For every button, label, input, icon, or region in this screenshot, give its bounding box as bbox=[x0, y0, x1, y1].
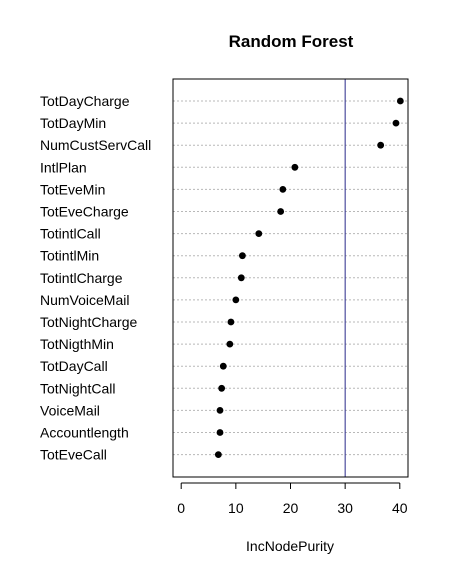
point-numvoicemail bbox=[232, 296, 240, 304]
x-tick-label-0: 0 bbox=[177, 500, 185, 516]
category-label-accountlength: Accountlength bbox=[40, 425, 129, 441]
points-layer bbox=[214, 97, 404, 458]
category-label-intlplan: IntlPlan bbox=[40, 159, 87, 175]
chart-title: Random Forest bbox=[229, 32, 354, 51]
point-intlplan bbox=[291, 163, 299, 171]
category-label-numcustservcall: NumCustServCall bbox=[40, 137, 151, 153]
x-tick-label-40: 40 bbox=[392, 500, 408, 516]
point-totnightcharge bbox=[227, 318, 235, 326]
point-voicemail bbox=[216, 407, 224, 414]
category-label-totnigthmin: TotNigthMin bbox=[40, 336, 114, 352]
category-label-totnightcall: TotNightCall bbox=[40, 380, 115, 396]
point-accountlength bbox=[216, 429, 224, 436]
category-label-numvoicemail: NumVoiceMail bbox=[40, 292, 129, 308]
category-label-totintlcall: TotintlCall bbox=[40, 226, 101, 242]
point-totintlmin bbox=[239, 252, 246, 260]
x-axis-title: IncNodePurity bbox=[246, 538, 334, 554]
plot-frame bbox=[172, 78, 409, 478]
x-tick-label-10: 10 bbox=[228, 500, 244, 516]
category-label-totintlmin: TotintlMin bbox=[40, 248, 99, 264]
category-label-totevemin: TotEveMin bbox=[40, 181, 105, 197]
category-label-totevecall: TotEveCall bbox=[40, 447, 107, 463]
x-axis: 0 10 20 30 40 bbox=[177, 482, 408, 516]
x-tick-label-20: 20 bbox=[283, 500, 299, 516]
point-numcustservcall bbox=[377, 141, 385, 149]
point-totnightcall bbox=[218, 384, 226, 392]
category-label-totevecharge: TotEveCharge bbox=[40, 204, 129, 220]
point-totdaycharge bbox=[396, 97, 404, 105]
category-labels: TotDayCharge TotDayMin NumCustServCall Intl… bbox=[40, 93, 151, 463]
category-label-totdaycharge: TotDayCharge bbox=[40, 93, 130, 109]
category-label-totnightcharge: TotNightCharge bbox=[40, 314, 137, 330]
category-label-totintlcharge: TotintlCharge bbox=[40, 270, 123, 286]
point-totdaymin bbox=[392, 119, 400, 127]
x-tick-label-30: 30 bbox=[337, 500, 353, 516]
point-totintlcall bbox=[255, 230, 263, 238]
point-totevecall bbox=[214, 451, 222, 458]
grid-layer bbox=[173, 100, 408, 456]
category-label-totdaycall: TotDayCall bbox=[40, 358, 108, 374]
category-label-totdaymin: TotDayMin bbox=[40, 115, 106, 131]
point-totevemin bbox=[279, 186, 287, 193]
point-totnigthmin bbox=[226, 340, 234, 348]
point-totevecharge bbox=[277, 208, 285, 215]
category-label-voicemail: VoiceMail bbox=[40, 402, 100, 418]
point-totdaycall bbox=[219, 362, 227, 370]
point-totintlcharge bbox=[237, 274, 245, 282]
